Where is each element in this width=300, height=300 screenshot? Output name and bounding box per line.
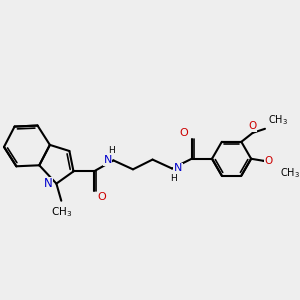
Text: CH$_3$: CH$_3$ — [52, 205, 73, 219]
Text: H: H — [108, 146, 115, 155]
Text: N: N — [103, 155, 112, 165]
Text: CH$_3$: CH$_3$ — [280, 167, 300, 180]
Text: O: O — [180, 128, 188, 138]
Text: CH$_3$: CH$_3$ — [268, 113, 288, 127]
Text: O: O — [249, 121, 257, 131]
Text: N: N — [174, 163, 182, 173]
Text: N: N — [44, 177, 52, 190]
Text: O: O — [97, 192, 106, 202]
Text: O: O — [264, 156, 272, 166]
Text: H: H — [170, 174, 177, 183]
